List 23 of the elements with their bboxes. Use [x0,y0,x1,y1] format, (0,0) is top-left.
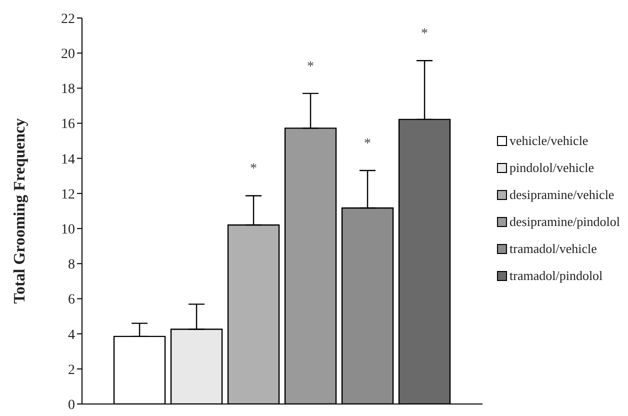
legend-label: tramadol/vehicle [510,240,597,256]
annotation: * [250,162,258,177]
annotation: * [421,26,428,42]
annotation: * [307,59,314,74]
y-tick-label: 4 [68,328,75,343]
y-tick-label: 18 [61,82,75,98]
y-tick-label: 12 [61,187,75,202]
annotation: * [364,136,372,152]
y-tick-label: 8 [68,258,75,273]
y-tick-label: 16 [61,117,75,132]
legend-label: desipramine/vehicle [510,186,614,202]
y-tick-label: 20 [61,47,75,62]
legend-label: vehicle/vehicle [510,132,588,148]
y-tick-label: 22 [61,12,75,27]
y-axis-title: Total Grooming Frequency [12,118,29,304]
legend-label: desipramine/pindolol [510,214,620,230]
y-tick-label: 2 [68,362,75,378]
y-tick-label: 10 [61,222,75,238]
y-tick-label: 0 [68,398,75,413]
y-tick-label: 14 [61,152,75,168]
y-tick-label: 6 [68,292,75,308]
legend-label: tramadol/pindolol [510,268,603,284]
legend-label: pindolol/vehicle [510,160,594,176]
